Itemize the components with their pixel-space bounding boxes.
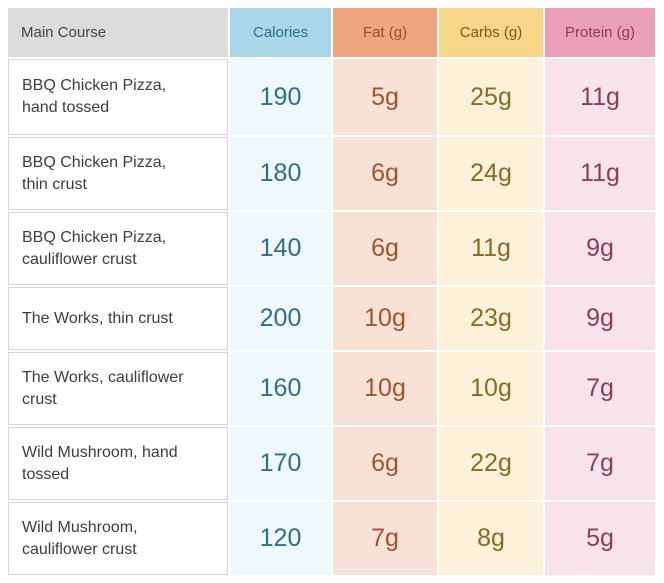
table-row: BBQ Chicken Pizza, thin crust 180 6g 24g… xyxy=(8,137,655,210)
row-protein: 5g xyxy=(545,502,655,575)
row-protein: 11g xyxy=(545,59,655,135)
row-calories: 120 xyxy=(230,502,331,575)
row-fat: 10g xyxy=(333,352,437,425)
row-name: The Works, thin crust xyxy=(8,287,228,350)
table-row: BBQ Chicken Pizza, cauliflower crust 140… xyxy=(8,212,655,285)
row-carbs: 11g xyxy=(439,212,543,285)
row-carbs: 24g xyxy=(439,137,543,210)
table-row: The Works, cauliflower crust 160 10g 10g… xyxy=(8,352,655,425)
row-carbs: 22g xyxy=(439,427,543,500)
row-name-text: Wild Mushroom, cauliflower crust xyxy=(22,518,138,558)
row-calories: 170 xyxy=(230,427,331,500)
header-protein: Protein (g) xyxy=(545,8,655,57)
header-calories: Calories xyxy=(230,8,331,57)
row-name: Wild Mushroom, cauliflower crust xyxy=(8,502,228,575)
row-calories: 180 xyxy=(230,137,331,210)
row-name-text: BBQ Chicken Pizza, cauliflower crust xyxy=(22,228,167,268)
row-fat: 10g xyxy=(333,287,437,350)
row-carbs: 23g xyxy=(439,287,543,350)
row-protein: 7g xyxy=(545,352,655,425)
row-fat: 6g xyxy=(333,137,437,210)
row-name: BBQ Chicken Pizza, cauliflower crust xyxy=(8,212,228,285)
row-name-text: Wild Mushroom, hand tossed xyxy=(22,443,178,483)
row-fat: 6g xyxy=(333,427,437,500)
row-name: BBQ Chicken Pizza, hand tossed xyxy=(8,59,228,135)
row-name-text: The Works, thin crust xyxy=(22,309,173,327)
row-name-text: The Works, cauliflower crust xyxy=(22,368,184,408)
row-protein: 11g xyxy=(545,137,655,210)
row-calories: 160 xyxy=(230,352,331,425)
table-row: Wild Mushroom, hand tossed 170 6g 22g 7g xyxy=(8,427,655,500)
row-name: Wild Mushroom, hand tossed xyxy=(8,427,228,500)
header-carbs: Carbs (g) xyxy=(439,8,543,57)
row-calories: 200 xyxy=(230,287,331,350)
table-row: The Works, thin crust 200 10g 23g 9g xyxy=(8,287,655,350)
row-protein: 9g xyxy=(545,287,655,350)
row-fat: 7g xyxy=(333,502,437,575)
table-row: BBQ Chicken Pizza, hand tossed 190 5g 25… xyxy=(8,59,655,135)
row-calories: 140 xyxy=(230,212,331,285)
row-carbs: 25g xyxy=(439,59,543,135)
row-carbs: 8g xyxy=(439,502,543,575)
header-main-course: Main Course xyxy=(8,8,228,57)
row-name-text: BBQ Chicken Pizza, thin crust xyxy=(22,153,167,193)
row-protein: 7g xyxy=(545,427,655,500)
table-row: Wild Mushroom, cauliflower crust 120 7g … xyxy=(8,502,655,575)
row-carbs: 10g xyxy=(439,352,543,425)
header-fat: Fat (g) xyxy=(333,8,437,57)
header-row: Main Course Calories Fat (g) Carbs (g) P… xyxy=(8,8,655,57)
row-calories: 190 xyxy=(230,59,331,135)
row-fat: 6g xyxy=(333,212,437,285)
row-name: BBQ Chicken Pizza, thin crust xyxy=(8,137,228,210)
row-name-text: BBQ Chicken Pizza, hand tossed xyxy=(22,77,167,116)
nutrition-table: Main Course Calories Fat (g) Carbs (g) P… xyxy=(6,6,657,577)
row-fat: 5g xyxy=(333,59,437,135)
row-protein: 9g xyxy=(545,212,655,285)
row-name: The Works, cauliflower crust xyxy=(8,352,228,425)
